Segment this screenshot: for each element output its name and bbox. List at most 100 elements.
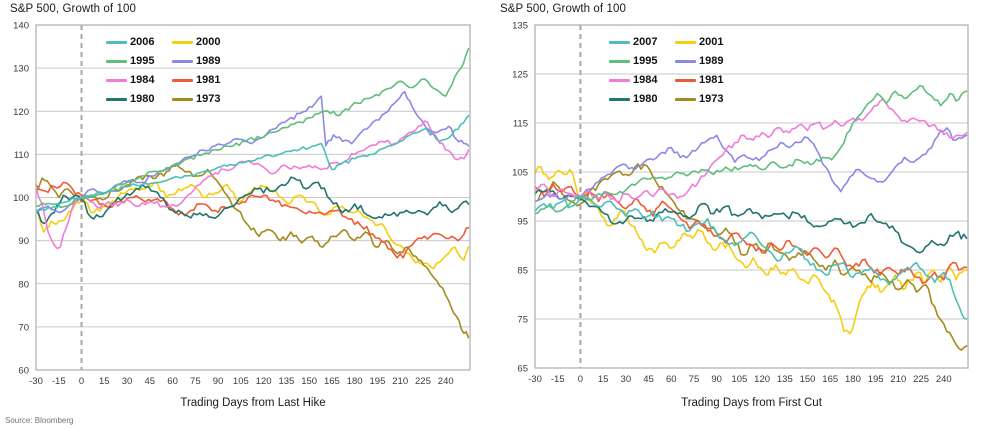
legend-item-1981: 1981	[172, 71, 235, 90]
series-line-1984	[535, 98, 968, 203]
x-tick-label: 150	[800, 374, 816, 385]
y-tick-label: 105	[512, 168, 528, 179]
x-tick-label: 240	[438, 376, 454, 387]
legend-item-1984: 1984	[609, 71, 672, 90]
legend-swatch-2000	[172, 41, 193, 44]
legend-label-1973: 1973	[699, 93, 724, 105]
x-tick-label: 0	[79, 376, 84, 387]
legend-item-1995: 1995	[609, 52, 672, 71]
legend-swatch-1989	[172, 60, 193, 63]
legend-item-2007: 2007	[609, 33, 672, 52]
y-tick-label: 90	[18, 236, 29, 247]
legend-item-1981: 1981	[675, 71, 738, 90]
series-line-1981	[535, 183, 968, 285]
x-tick-label: 15	[598, 374, 609, 385]
legend-label-1973: 1973	[196, 93, 221, 105]
series-line-2007	[535, 195, 968, 320]
legend-item-1973: 1973	[675, 90, 738, 109]
legend-label-1984: 1984	[633, 74, 658, 86]
y-tick-label: 115	[513, 119, 528, 130]
legend-label-1981: 1981	[196, 74, 221, 86]
legend-item-2000: 2000	[172, 33, 235, 52]
x-tick-label: 165	[822, 374, 838, 385]
legend-swatch-1973	[675, 98, 696, 101]
y-tick-label: 125	[512, 70, 528, 81]
legend-item-1989: 1989	[172, 52, 235, 71]
legend-label-1989: 1989	[196, 55, 221, 67]
source-note: Source: Bloomberg	[5, 416, 74, 425]
x-tick-label: -30	[528, 374, 542, 385]
x-tick-label: 165	[324, 376, 340, 387]
x-tick-label: 150	[301, 376, 317, 387]
x-tick-label: 45	[643, 374, 654, 385]
y-tick-label: 70	[18, 322, 29, 333]
series-line-2001	[535, 165, 968, 335]
legend-swatch-1995	[106, 60, 127, 63]
legend-label-1995: 1995	[130, 55, 155, 67]
legend-label-2001: 2001	[699, 36, 724, 48]
x-tick-label: 105	[233, 376, 249, 387]
legend-label-2006: 2006	[130, 36, 155, 48]
x-tick-label: 30	[621, 374, 632, 385]
x-axis-title-left: Trading Days from Last Hike	[180, 397, 326, 409]
x-tick-label: 105	[731, 374, 747, 385]
y-tick-label: 80	[18, 279, 29, 290]
y-tick-label: 100	[13, 193, 29, 204]
legend-label-1989: 1989	[699, 55, 724, 67]
legend-item-1989: 1989	[675, 52, 738, 71]
legend-item-2001: 2001	[675, 33, 738, 52]
y-tick-label: 85	[517, 266, 528, 277]
x-tick-label: 195	[868, 374, 884, 385]
x-tick-label: 90	[711, 374, 722, 385]
x-tick-label: 135	[777, 374, 793, 385]
y-tick-label: 110	[14, 150, 29, 161]
series-line-1980	[36, 176, 470, 225]
x-axis-title-right: Trading Days from First Cut	[681, 397, 822, 409]
y-tick-label: 130	[13, 64, 29, 75]
x-tick-label: 120	[754, 374, 770, 385]
legend-label-2000: 2000	[196, 36, 221, 48]
chart-legend-right: 2007 1995 1984 1980 2001 1989 1981 1973	[609, 33, 738, 109]
y-tick-label: 140	[13, 21, 29, 32]
y-tick-label: 60	[18, 366, 29, 377]
legend-swatch-1981	[172, 79, 193, 82]
x-tick-label: -30	[29, 376, 43, 387]
series-line-1995	[535, 85, 968, 215]
y-tick-label: 120	[13, 107, 29, 118]
chart-title-right: S&P 500, Growth of 100	[500, 3, 627, 15]
x-tick-label: -15	[52, 376, 66, 387]
series-line-1973	[36, 164, 470, 339]
chart-panel-first-cut: 135 125 115 105 95 85 75 65 -30 -15 0 15 30 45 60 75 90 1…	[490, 0, 984, 430]
legend-label-1984: 1984	[130, 74, 155, 86]
legend-item-1980: 1980	[106, 90, 169, 109]
legend-item-1973: 1973	[172, 90, 235, 109]
legend-label-1995: 1995	[633, 55, 658, 67]
series-line-1995	[36, 47, 470, 209]
y-tick-label: 75	[517, 315, 528, 326]
first-cut-chart-plot: 135 125 115 105 95 85 75 65-30 -15 0 15 30 45 60 75 90 1…	[512, 21, 969, 385]
legend-swatch-1984	[106, 79, 127, 82]
legend-swatch-1980	[106, 98, 127, 101]
x-tick-label: 120	[256, 376, 272, 387]
x-tick-label: 225	[913, 374, 929, 385]
x-tick-label: 90	[213, 376, 224, 387]
x-tick-label: 15	[99, 376, 110, 387]
y-tick-label: 135	[512, 21, 528, 32]
x-tick-label: 225	[415, 376, 431, 387]
legend-item-1995: 1995	[106, 52, 169, 71]
legend-swatch-1989	[675, 60, 696, 63]
x-tick-label: 240	[936, 374, 952, 385]
legend-label-1980: 1980	[130, 93, 155, 105]
x-tick-label: 210	[392, 376, 408, 387]
legend-label-2007: 2007	[633, 36, 658, 48]
x-tick-label: 180	[845, 374, 861, 385]
legend-item-2006: 2006	[106, 33, 169, 52]
series-line-1980	[535, 188, 968, 254]
x-tick-label: 45	[145, 376, 156, 387]
x-tick-label: 30	[122, 376, 133, 387]
x-tick-label: 60	[666, 374, 677, 385]
legend-item-1984: 1984	[106, 71, 169, 90]
legend-swatch-1980	[609, 98, 630, 101]
chart-title-left: S&P 500, Growth of 100	[10, 3, 137, 15]
